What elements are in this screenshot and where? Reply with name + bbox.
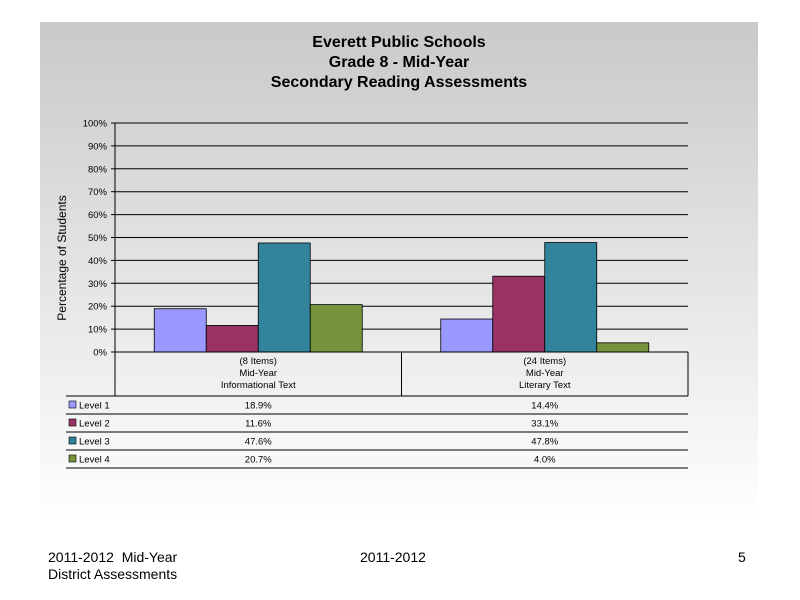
chart-title-line: Secondary Reading Assessments (270, 74, 528, 91)
legend-label: Level 3 (79, 437, 110, 448)
data-table-value: 14.4% (531, 401, 558, 412)
y-tick-label: 80% (88, 164, 108, 175)
data-table: Level 1 18.9% 14.4% Level 2 11.6% 33.1% Level … (66, 395, 688, 469)
bar (440, 318, 494, 353)
data-table-value: 18.9% (245, 401, 272, 412)
y-tick-label: 20% (88, 302, 108, 313)
chart-title: Everett Public Schools Grade 8 - Mid-Yea… (40, 33, 758, 93)
data-table-value: 33.1% (531, 419, 558, 430)
slide-background-panel (40, 22, 758, 520)
legend-label: Level 1 (79, 401, 110, 412)
y-tick-label: 60% (88, 210, 108, 221)
legend-label: Level 4 (79, 455, 110, 466)
x-category-label: Mid-Year (239, 368, 277, 379)
x-category-label: Mid-Year (526, 368, 564, 379)
y-tick-label: 70% (88, 187, 108, 198)
footer-left-line1: 2011-2012 Mid-Year (48, 549, 178, 565)
y-tick-label: 0% (93, 348, 107, 359)
data-table-value: 4.0% (534, 455, 556, 466)
legend-label: Level 2 (79, 419, 110, 430)
y-tick-label: 10% (88, 325, 108, 336)
footer-left-line2: District Assessments (48, 566, 178, 582)
legend-swatch (68, 418, 77, 427)
y-axis-title: Percentage of Students (55, 195, 69, 320)
x-category-label: (24 Items) (523, 356, 566, 367)
bar (153, 308, 207, 353)
chart-title-line: Everett Public Schools (312, 34, 486, 51)
bar (492, 275, 546, 353)
legend-swatch (68, 436, 77, 445)
bars (153, 242, 650, 353)
legend-swatch (68, 454, 77, 463)
footer-center: 2011-2012 (360, 549, 426, 565)
data-table-value: 20.7% (245, 455, 272, 466)
gridlines (115, 122, 688, 330)
y-tick-label: 90% (88, 141, 108, 152)
bar (309, 304, 363, 353)
axes: 0% 10% 20% 30% 40% 50% 60% 70% 80% 90% 100% (8 Item… (83, 119, 689, 396)
data-table-value: 11.6% (245, 419, 272, 430)
bar (544, 242, 598, 353)
y-tick-label: 30% (88, 279, 108, 290)
chart-title-line: Grade 8 - Mid-Year (328, 54, 470, 71)
bar (596, 342, 650, 353)
page-number: 5 (738, 549, 746, 565)
x-category-label: Informational Text (221, 380, 296, 391)
data-table-value: 47.8% (531, 437, 558, 448)
bar (257, 242, 311, 353)
footer-left: 2011-2012 Mid-Year District Assessments (48, 549, 177, 583)
bar (205, 325, 259, 353)
x-category-label: (8 Items) (240, 356, 277, 367)
y-tick-label: 40% (88, 256, 108, 267)
x-category-label: Literary Text (519, 380, 571, 391)
data-table-value: 47.6% (245, 437, 272, 448)
y-tick-label: 50% (88, 233, 108, 244)
legend-swatch (68, 400, 77, 409)
y-tick-label: 100% (83, 119, 108, 130)
